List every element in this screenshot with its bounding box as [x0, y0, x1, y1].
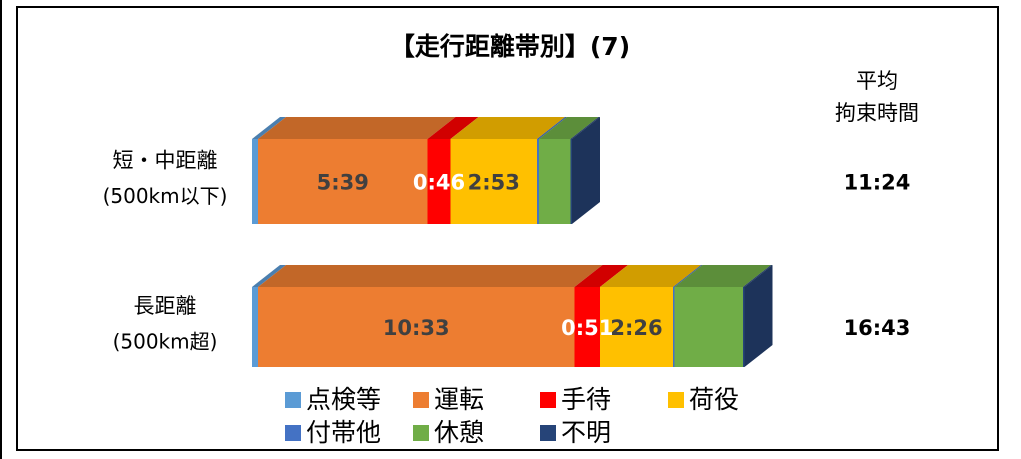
bar-segment	[743, 287, 745, 367]
bar-segment-top	[674, 265, 771, 287]
category-label: 長距離	[134, 294, 197, 318]
bar-segment	[600, 287, 673, 367]
data-label: 0:46	[413, 171, 465, 195]
bar-segment	[570, 139, 572, 224]
bar-segment	[252, 287, 258, 367]
bar-segment	[427, 139, 451, 224]
data-label: 0:51	[561, 316, 613, 340]
bar-segment-top	[600, 265, 701, 287]
bar-segment	[537, 139, 539, 224]
bar-segment	[252, 139, 258, 224]
bar-segment-top	[258, 265, 603, 287]
chart-title: 【走行距離帯別】(7)	[390, 32, 630, 61]
bar-segment	[673, 287, 675, 367]
bar-segment	[450, 139, 537, 224]
bar-segment-top	[450, 117, 565, 139]
bar-segment-top	[427, 117, 479, 139]
legend-swatch	[540, 392, 556, 408]
legend-swatch	[285, 392, 301, 408]
bar-segment	[258, 287, 575, 367]
data-label: 2:53	[468, 171, 520, 195]
average-total-value: 11:24	[844, 171, 911, 195]
bar-segment-top	[252, 117, 286, 139]
legend-label: 手待	[561, 385, 611, 414]
legend-label: 荷役	[689, 385, 739, 414]
bar-segment	[674, 287, 743, 367]
category-sublabel: (500km以下)	[103, 184, 228, 208]
bar-segment-top	[537, 117, 567, 139]
legend-swatch	[540, 425, 556, 441]
average-header-line2: 拘束時間	[835, 101, 919, 125]
average-header-line1: 平均	[856, 69, 898, 93]
bar-segment-top	[570, 117, 600, 139]
legend-swatch	[413, 425, 429, 441]
bar-segment-top	[539, 117, 599, 139]
bar-segment-top	[574, 265, 628, 287]
bar-segment-top	[673, 265, 703, 287]
average-total-value: 16:43	[844, 316, 911, 340]
legend-label: 運転	[434, 385, 484, 414]
category-sublabel: (500km超)	[113, 330, 218, 354]
data-label: 10:33	[383, 316, 450, 340]
legend-label: 不明	[561, 418, 611, 447]
legend-label: 休憩	[434, 418, 484, 447]
left-page-rule	[0, 0, 2, 459]
bar-segment-top	[743, 265, 773, 287]
legend-label: 点検等	[306, 385, 381, 414]
legend-swatch	[413, 392, 429, 408]
category-label: 短・中距離	[113, 149, 218, 173]
legend-swatch	[285, 425, 301, 441]
chart-frame	[16, 6, 999, 451]
bar-segment	[258, 139, 428, 224]
legend-swatch	[668, 392, 684, 408]
data-label: 5:39	[317, 171, 369, 195]
bar-side-face	[572, 117, 600, 224]
data-label: 2:26	[610, 316, 662, 340]
bar-segment	[574, 287, 600, 367]
legend-label: 付帯他	[306, 418, 381, 447]
bar-segment-top	[252, 265, 286, 287]
bar-side-face	[744, 265, 773, 367]
bar-segment-top	[258, 117, 456, 139]
bar-segment	[539, 139, 571, 224]
